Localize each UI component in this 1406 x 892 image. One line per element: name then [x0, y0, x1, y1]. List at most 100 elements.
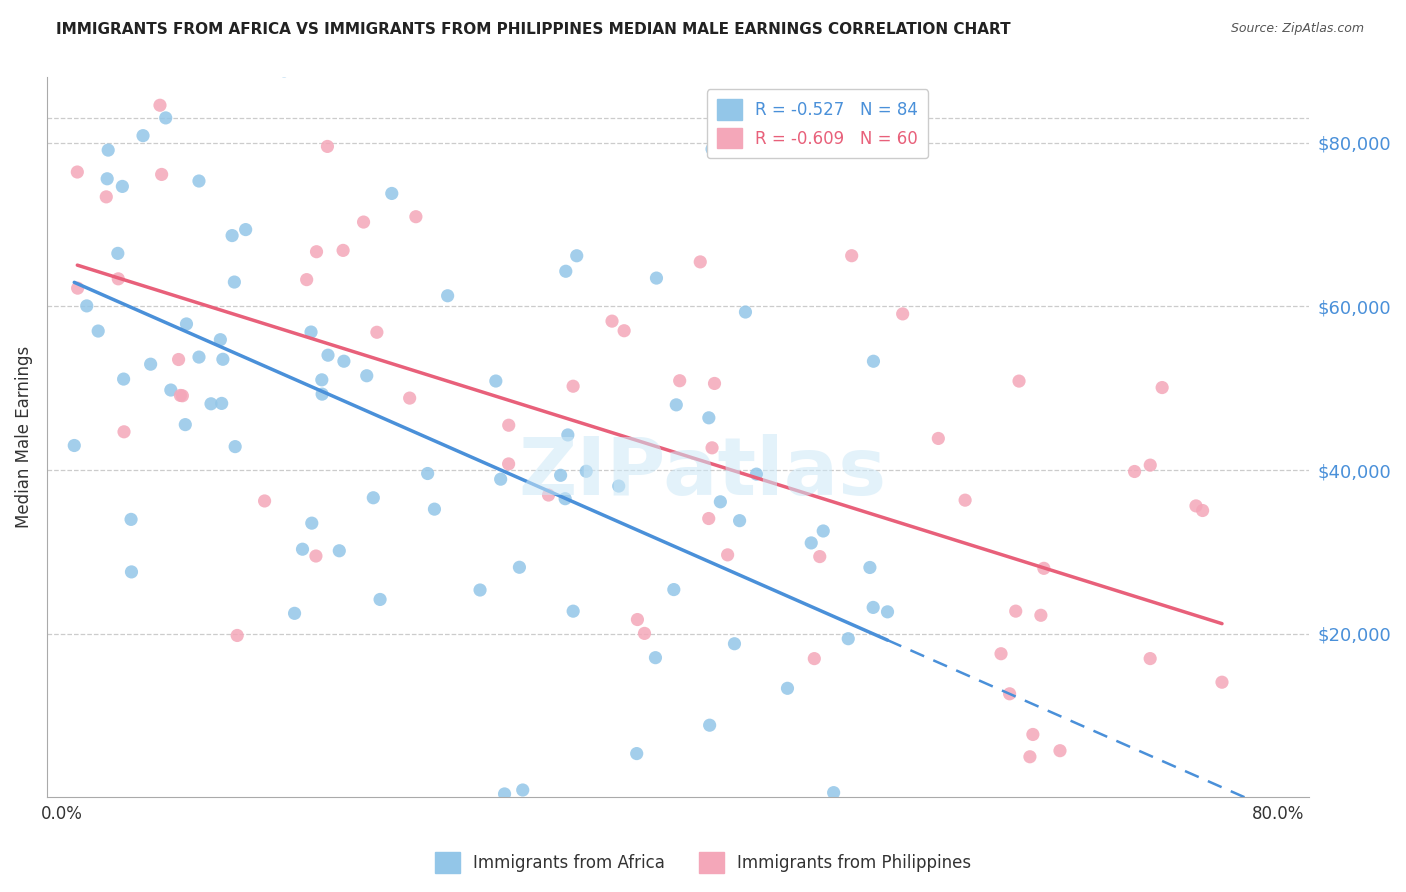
Point — [139, 357, 162, 371]
Point — [813, 524, 835, 538]
Point — [776, 681, 799, 696]
Point — [305, 244, 328, 259]
Text: IMMIGRANTS FROM AFRICA VS IMMIGRANTS FROM PHILIPPINES MEDIAN MALE EARNINGS CORRE: IMMIGRANTS FROM AFRICA VS IMMIGRANTS FRO… — [56, 22, 1011, 37]
Point — [188, 174, 211, 188]
Point — [301, 516, 323, 531]
Legend: Immigrants from Africa, Immigrants from Philippines: Immigrants from Africa, Immigrants from … — [429, 846, 977, 880]
Point — [845, 843, 868, 857]
Point — [1139, 651, 1161, 665]
Legend: R = -0.527   N = 84, R = -0.609   N = 60: R = -0.527 N = 84, R = -0.609 N = 60 — [707, 89, 928, 159]
Point — [132, 128, 155, 143]
Point — [436, 289, 458, 303]
Point — [328, 543, 350, 558]
Point — [316, 139, 339, 153]
Point — [111, 179, 134, 194]
Point — [823, 786, 845, 800]
Point — [87, 324, 110, 338]
Point — [700, 142, 723, 156]
Point — [76, 299, 98, 313]
Point — [803, 651, 825, 665]
Point — [273, 63, 295, 78]
Point — [862, 600, 884, 615]
Point — [333, 354, 356, 368]
Point — [700, 441, 723, 455]
Point — [498, 418, 520, 433]
Point — [224, 275, 246, 289]
Point — [633, 626, 655, 640]
Point — [235, 222, 257, 236]
Point — [728, 514, 751, 528]
Point — [311, 387, 333, 401]
Point — [876, 605, 898, 619]
Point — [550, 468, 572, 483]
Point — [209, 333, 232, 347]
Point — [1019, 749, 1042, 764]
Point — [121, 565, 143, 579]
Point — [405, 210, 427, 224]
Point — [120, 512, 142, 526]
Point — [63, 438, 86, 452]
Point — [689, 255, 711, 269]
Point — [354, 46, 377, 61]
Point — [305, 549, 328, 563]
Point — [368, 592, 391, 607]
Point — [703, 376, 725, 391]
Point — [554, 491, 576, 506]
Point — [149, 98, 172, 112]
Point — [416, 467, 439, 481]
Point — [717, 548, 740, 562]
Point — [356, 368, 378, 383]
Point — [66, 281, 89, 295]
Point — [485, 374, 508, 388]
Point — [697, 410, 720, 425]
Point — [1152, 380, 1174, 394]
Point — [112, 372, 135, 386]
Point — [512, 783, 534, 797]
Text: ZIPatlas: ZIPatlas — [519, 434, 887, 512]
Point — [562, 604, 585, 618]
Point — [773, 838, 796, 852]
Point — [172, 389, 194, 403]
Point — [990, 647, 1012, 661]
Point — [291, 542, 314, 557]
Point — [1032, 561, 1054, 575]
Point — [498, 457, 520, 471]
Point — [891, 307, 914, 321]
Point — [537, 488, 560, 502]
Point — [107, 272, 129, 286]
Point — [1029, 608, 1052, 623]
Point — [575, 464, 598, 478]
Point — [600, 314, 623, 328]
Point — [97, 143, 120, 157]
Point — [366, 326, 388, 340]
Text: Source: ZipAtlas.com: Source: ZipAtlas.com — [1230, 22, 1364, 36]
Point — [1104, 850, 1126, 864]
Point — [841, 249, 863, 263]
Point — [723, 637, 745, 651]
Point — [1211, 675, 1233, 690]
Point — [96, 171, 118, 186]
Point — [212, 352, 235, 367]
Point — [562, 379, 585, 393]
Point — [363, 491, 385, 505]
Point — [745, 467, 768, 482]
Point — [1004, 604, 1026, 618]
Point — [668, 374, 690, 388]
Point — [253, 494, 276, 508]
Point — [494, 787, 516, 801]
Point — [800, 536, 823, 550]
Point — [554, 264, 576, 278]
Point — [66, 165, 89, 179]
Point — [1022, 727, 1045, 741]
Point — [169, 388, 191, 402]
Point — [626, 747, 648, 761]
Point — [859, 560, 882, 574]
Point — [211, 396, 233, 410]
Y-axis label: Median Male Earnings: Median Male Earnings — [15, 346, 32, 528]
Point — [1008, 374, 1031, 388]
Point — [155, 111, 177, 125]
Point — [1123, 465, 1146, 479]
Point — [626, 613, 648, 627]
Point — [176, 317, 198, 331]
Point — [697, 511, 720, 525]
